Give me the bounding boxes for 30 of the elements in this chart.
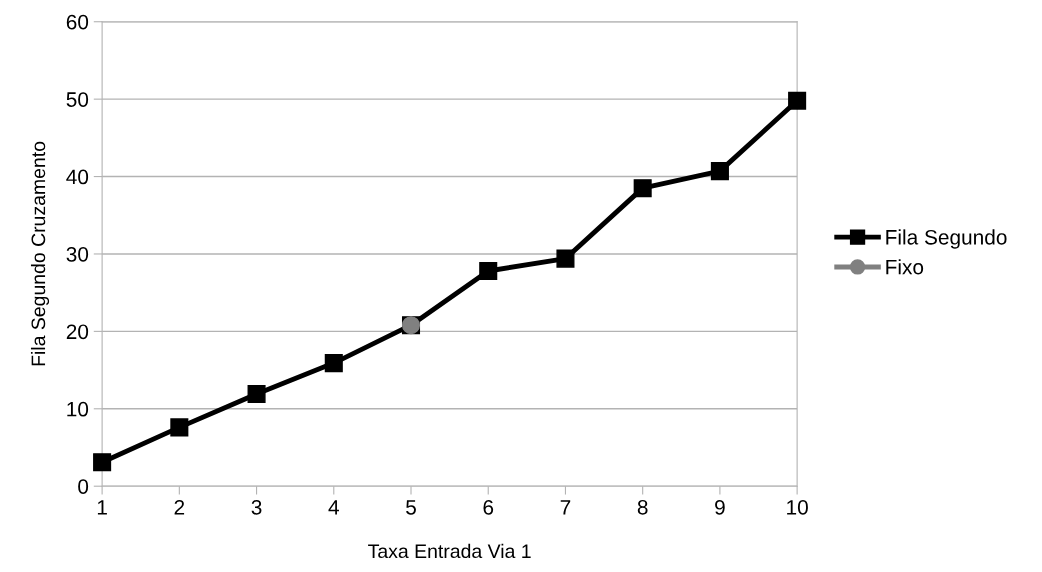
- x-tick-label: 10: [787, 499, 808, 515]
- point: [633, 179, 652, 198]
- x-tick-label: 7: [560, 500, 571, 515]
- x-tick-label: 5: [406, 500, 416, 515]
- x-tick-label: 3: [251, 499, 262, 515]
- point: [788, 91, 807, 110]
- y-tick-label: 10: [67, 401, 89, 417]
- x-tick-label: 1: [97, 500, 107, 515]
- point: [93, 453, 112, 472]
- x-axis-title: Taxa Entrada Via 1: [368, 543, 531, 559]
- x-tick-label: 8: [637, 499, 648, 515]
- y-tick-label: 60: [66, 14, 89, 30]
- y-tick-label: 20: [66, 324, 89, 340]
- y-tick-label: 30: [66, 246, 89, 262]
- x-tick-label: 9: [715, 499, 725, 515]
- point: [247, 385, 266, 404]
- y-tick-label: 40: [66, 169, 89, 185]
- point: [170, 418, 189, 437]
- legend-label: Fila Segundo: [886, 229, 1007, 249]
- x-tick-label: 2: [174, 499, 185, 515]
- y-tick-label: 50: [66, 92, 89, 107]
- x-tick-label: 4: [328, 500, 339, 515]
- x-tick-label: 6: [483, 499, 494, 515]
- point: [479, 261, 498, 281]
- point: [324, 354, 343, 373]
- point: [556, 249, 575, 268]
- point: [710, 162, 729, 181]
- legend-label: Fixo: [886, 259, 924, 275]
- y-axis-title: Fila Segundo Cruzamento: [30, 141, 50, 366]
- y-tick-label: 0: [78, 479, 89, 494]
